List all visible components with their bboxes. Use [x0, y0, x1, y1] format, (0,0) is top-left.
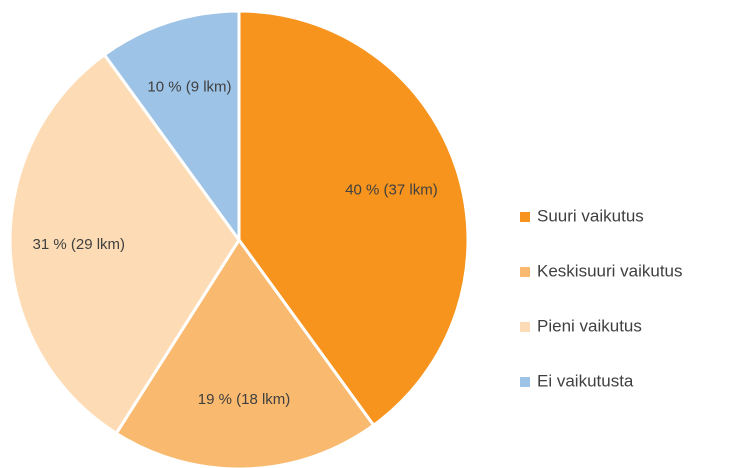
legend-swatch: [520, 322, 530, 332]
data-label: 31 % (29 lkm): [33, 236, 126, 253]
legend-swatch: [520, 267, 530, 277]
legend-swatch: [520, 377, 530, 387]
legend-label: Suuri vaikutus: [537, 206, 644, 225]
pie-slice: [237, 9, 470, 428]
legend-label: Keskisuuri vaikutus: [537, 261, 683, 280]
legend-label: Ei vaikutusta: [537, 371, 634, 390]
data-label: 19 % (18 lkm): [198, 391, 291, 408]
legend-label: Pieni vaikutus: [537, 316, 642, 335]
data-label: 10 % (9 lkm): [147, 79, 231, 96]
legend-swatch: [520, 212, 530, 222]
pie-slice: [114, 237, 376, 468]
pie-slice: [102, 9, 241, 245]
pie-slice: [8, 52, 241, 436]
data-label: 40 % (37 lkm): [345, 181, 438, 198]
